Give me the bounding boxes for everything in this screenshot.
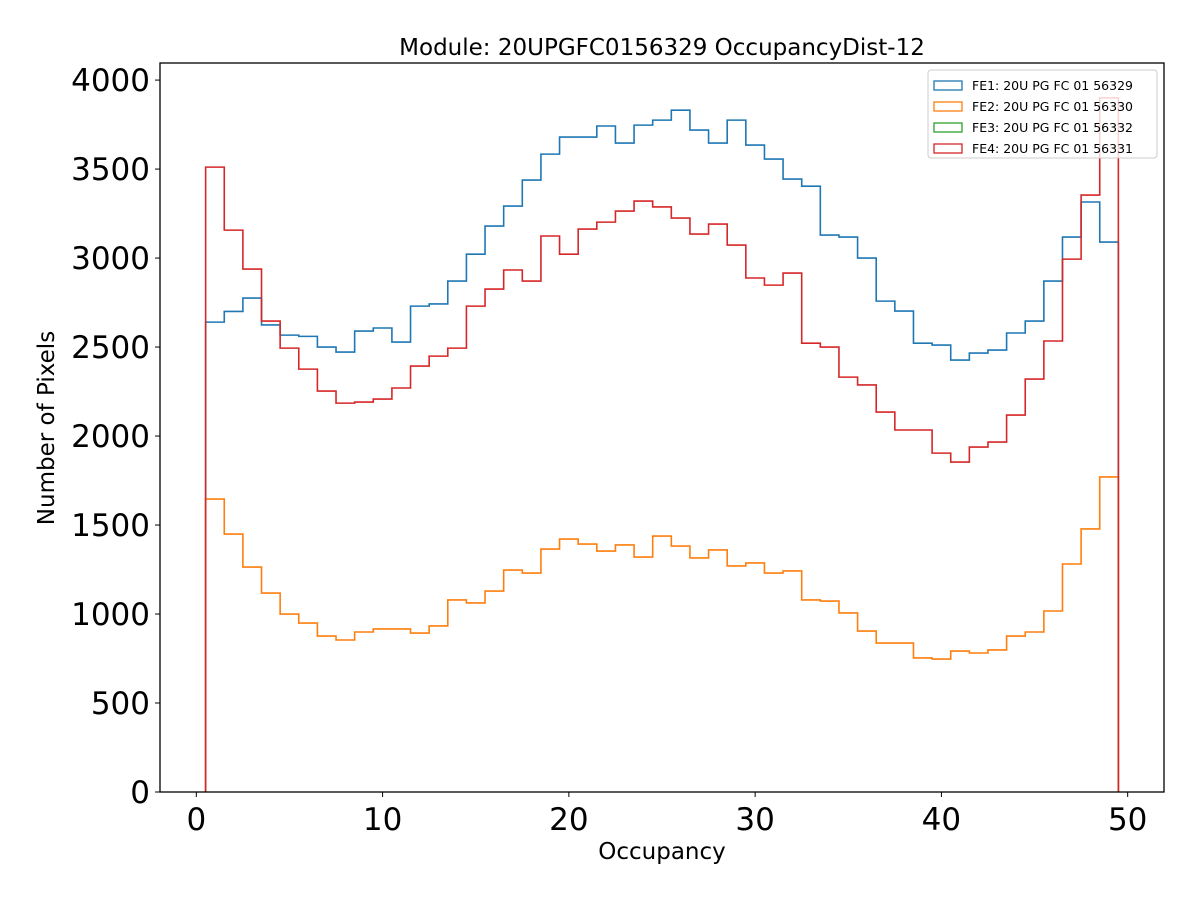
x-tick-label: 0	[186, 802, 206, 838]
x-tick-label: 10	[363, 802, 402, 838]
y-tick-label: 1000	[71, 597, 150, 633]
y-tick-label: 4000	[71, 63, 150, 99]
legend-label-fe1: FE1: 20U PG FC 01 56329	[972, 78, 1133, 93]
series-layer	[204, 97, 1120, 792]
y-tick-label: 1500	[71, 508, 150, 544]
y-tick-label: 2000	[71, 419, 150, 455]
legend-label-fe3: FE3: 20U PG FC 01 56332	[972, 120, 1133, 135]
x-tick-label: 50	[1108, 802, 1147, 838]
x-axis-ticks: 0 10 20 30 40 50	[186, 792, 1147, 838]
histogram-series-fe2	[204, 476, 1120, 792]
x-tick-label: 40	[922, 802, 961, 838]
histogram-series-fe4	[204, 97, 1120, 792]
x-tick-label: 30	[735, 802, 774, 838]
legend-swatch-fe1	[933, 80, 963, 91]
y-tick-label: 3500	[71, 152, 150, 188]
legend: FE1: 20U PG FC 01 56329 FE2: 20U PG FC 01…	[927, 69, 1158, 159]
y-axis-ticks: 0 500 1000 1500 2000 2500 3000 3500 4000	[71, 63, 160, 811]
legend-swatch-fe3	[933, 122, 963, 133]
y-tick-label: 3000	[71, 241, 150, 277]
legend-swatch-fe4	[933, 143, 963, 154]
y-tick-label: 2500	[71, 330, 150, 366]
y-tick-label: 500	[91, 686, 150, 722]
y-tick-label: 0	[130, 775, 150, 811]
x-tick-label: 20	[549, 802, 588, 838]
chart-title: Module: 20UPGFC0156329 OccupancyDist-12	[399, 35, 925, 61]
legend-swatch-fe2	[933, 101, 963, 112]
legend-box	[927, 69, 1158, 159]
legend-label-fe4: FE4: 20U PG FC 01 56331	[972, 141, 1133, 156]
plot-frame	[159, 62, 1165, 793]
histogram-series-fe1	[204, 109, 1120, 792]
x-axis-label: Occupancy	[598, 839, 726, 865]
legend-label-fe2: FE2: 20U PG FC 01 56330	[972, 99, 1133, 114]
y-axis-label: Number of Pixels	[34, 331, 60, 525]
